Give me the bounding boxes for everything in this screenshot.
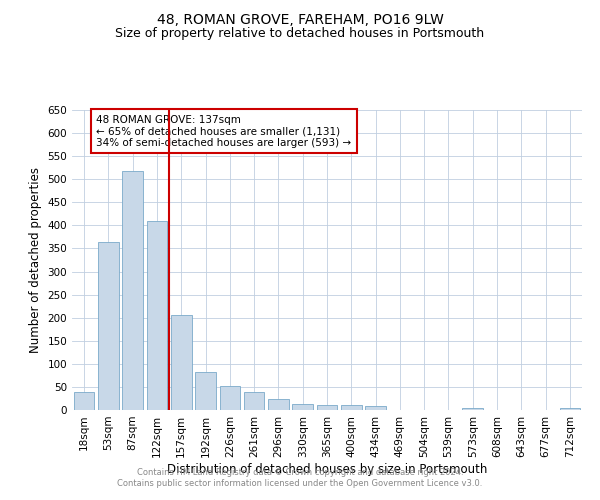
- Bar: [122, 171, 143, 410]
- Text: 48 ROMAN GROVE: 137sqm
← 65% of detached houses are smaller (1,131)
34% of semi-: 48 ROMAN GROVE: 137sqm ← 65% of detached…: [96, 114, 352, 148]
- Bar: [292, 404, 313, 410]
- Bar: [341, 406, 362, 410]
- Bar: [560, 408, 580, 410]
- Text: Size of property relative to detached houses in Portsmouth: Size of property relative to detached ho…: [115, 28, 485, 40]
- Text: 48, ROMAN GROVE, FAREHAM, PO16 9LW: 48, ROMAN GROVE, FAREHAM, PO16 9LW: [157, 12, 443, 26]
- Bar: [146, 221, 167, 410]
- Text: Contains HM Land Registry data © Crown copyright and database right 2024.
Contai: Contains HM Land Registry data © Crown c…: [118, 468, 482, 487]
- Bar: [171, 316, 191, 410]
- Bar: [74, 392, 94, 410]
- Bar: [244, 392, 265, 410]
- Bar: [268, 400, 289, 410]
- Bar: [220, 386, 240, 410]
- Y-axis label: Number of detached properties: Number of detached properties: [29, 167, 42, 353]
- Bar: [195, 372, 216, 410]
- X-axis label: Distribution of detached houses by size in Portsmouth: Distribution of detached houses by size …: [167, 462, 487, 475]
- Bar: [365, 406, 386, 410]
- Bar: [317, 406, 337, 410]
- Bar: [463, 408, 483, 410]
- Bar: [98, 242, 119, 410]
